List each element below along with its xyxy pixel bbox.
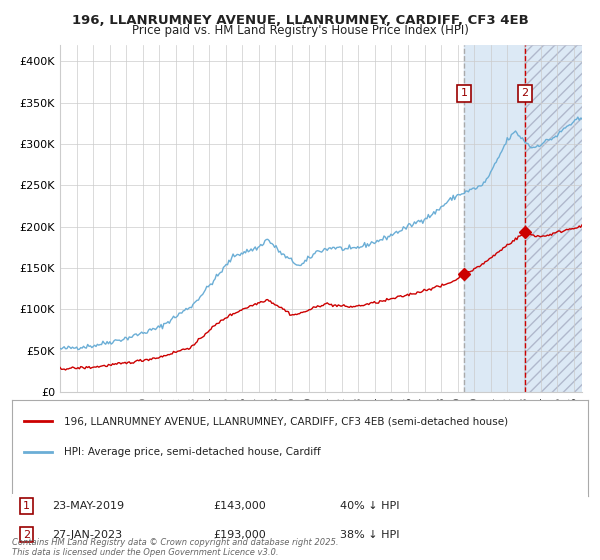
Text: 23-MAY-2019: 23-MAY-2019 (52, 501, 124, 511)
Text: 27-JAN-2023: 27-JAN-2023 (52, 530, 122, 539)
Text: 2: 2 (521, 88, 529, 99)
Text: £143,000: £143,000 (214, 501, 266, 511)
Text: 196, LLANRUMNEY AVENUE, LLANRUMNEY, CARDIFF, CF3 4EB: 196, LLANRUMNEY AVENUE, LLANRUMNEY, CARD… (71, 14, 529, 27)
Bar (464, 45, 525, 392)
Bar (525, 45, 582, 392)
Text: 40% ↓ HPI: 40% ↓ HPI (340, 501, 400, 511)
Text: 2: 2 (23, 530, 30, 539)
Text: Price paid vs. HM Land Registry's House Price Index (HPI): Price paid vs. HM Land Registry's House … (131, 24, 469, 37)
Text: 196, LLANRUMNEY AVENUE, LLANRUMNEY, CARDIFF, CF3 4EB (semi-detached house): 196, LLANRUMNEY AVENUE, LLANRUMNEY, CARD… (64, 416, 508, 426)
Text: £193,000: £193,000 (214, 530, 266, 539)
Text: 38% ↓ HPI: 38% ↓ HPI (340, 530, 400, 539)
Text: 1: 1 (23, 501, 30, 511)
Text: 1: 1 (461, 88, 467, 99)
Text: Contains HM Land Registry data © Crown copyright and database right 2025.
This d: Contains HM Land Registry data © Crown c… (12, 538, 338, 557)
Text: HPI: Average price, semi-detached house, Cardiff: HPI: Average price, semi-detached house,… (64, 447, 320, 457)
